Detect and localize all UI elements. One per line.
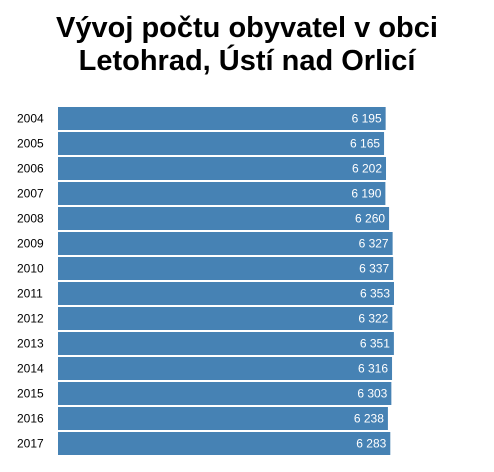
value-label-2015: 6 303	[357, 387, 387, 401]
category-label-2007: 2007	[17, 187, 44, 201]
value-label-2016: 6 238	[354, 412, 384, 426]
bar-row-2011: 2011 6 353	[17, 282, 394, 305]
bar-2004	[58, 107, 386, 130]
category-label-2012: 2012	[17, 312, 44, 326]
category-label-2013: 2013	[17, 337, 44, 351]
bar-row-2017: 2017 6 283	[17, 432, 391, 455]
chart-title-line-1: Vývoj počtu obyvatel v obci	[56, 12, 438, 44]
bar-row-2009: 2009 6 327	[17, 232, 393, 255]
bar-row-2012: 2012 6 322	[17, 307, 393, 330]
bar-row-2007: 2007 6 190	[17, 182, 386, 205]
value-label-2009: 6 327	[359, 237, 389, 251]
bar-2013	[58, 332, 394, 355]
category-label-2014: 2014	[17, 362, 44, 376]
category-label-2009: 2009	[17, 237, 44, 251]
bar-row-2013: 2013 6 351	[17, 332, 394, 355]
category-label-2015: 2015	[17, 387, 44, 401]
category-label-2017: 2017	[17, 437, 44, 451]
bar-row-2005: 2005 6 165	[17, 132, 385, 155]
category-label-2005: 2005	[17, 137, 44, 151]
chart-title: Vývoj počtu obyvatel v obci Letohrad, Ús…	[0, 12, 494, 78]
chart-title-line-2: Letohrad, Ústí nad Orlicí	[78, 45, 416, 77]
bar-2008	[58, 207, 390, 230]
value-label-2013: 6 351	[360, 337, 390, 351]
category-label-2016: 2016	[17, 412, 44, 426]
category-label-2004: 2004	[17, 112, 44, 126]
bar-row-2004: 2004 6 195	[17, 107, 386, 130]
value-label-2017: 6 283	[356, 437, 386, 451]
bar-2016	[58, 407, 388, 430]
value-label-2012: 6 322	[358, 312, 388, 326]
bar-2007	[58, 182, 386, 205]
value-label-2008: 6 260	[355, 212, 385, 226]
category-label-2011: 2011	[17, 287, 43, 301]
bar-2010	[58, 257, 394, 280]
value-label-2010: 6 337	[359, 262, 389, 276]
category-label-2008: 2008	[17, 212, 44, 226]
bar-row-2008: 2008 6 260	[17, 207, 390, 230]
bar-2015	[58, 382, 392, 405]
value-label-2007: 6 190	[351, 187, 381, 201]
category-label-2006: 2006	[17, 162, 44, 176]
bar-2017	[58, 432, 391, 455]
bar-row-2016: 2016 6 238	[17, 407, 388, 430]
bar-2005	[58, 132, 385, 155]
bar-row-2006: 2006 6 202	[17, 157, 387, 180]
value-label-2006: 6 202	[352, 162, 382, 176]
bar-2012	[58, 307, 393, 330]
bar-row-2010: 2010 6 337	[17, 257, 394, 280]
bar-2006	[58, 157, 387, 180]
value-label-2005: 6 165	[350, 137, 380, 151]
bar-2011	[58, 282, 394, 305]
category-label-2010: 2010	[17, 262, 44, 276]
value-label-2014: 6 316	[358, 362, 388, 376]
bar-2009	[58, 232, 393, 255]
bar-row-2014: 2014 6 316	[17, 357, 393, 380]
bar-row-2015: 2015 6 303	[17, 382, 392, 405]
bar-2014	[58, 357, 393, 380]
value-label-2011: 6 353	[360, 287, 390, 301]
value-label-2004: 6 195	[352, 112, 382, 126]
